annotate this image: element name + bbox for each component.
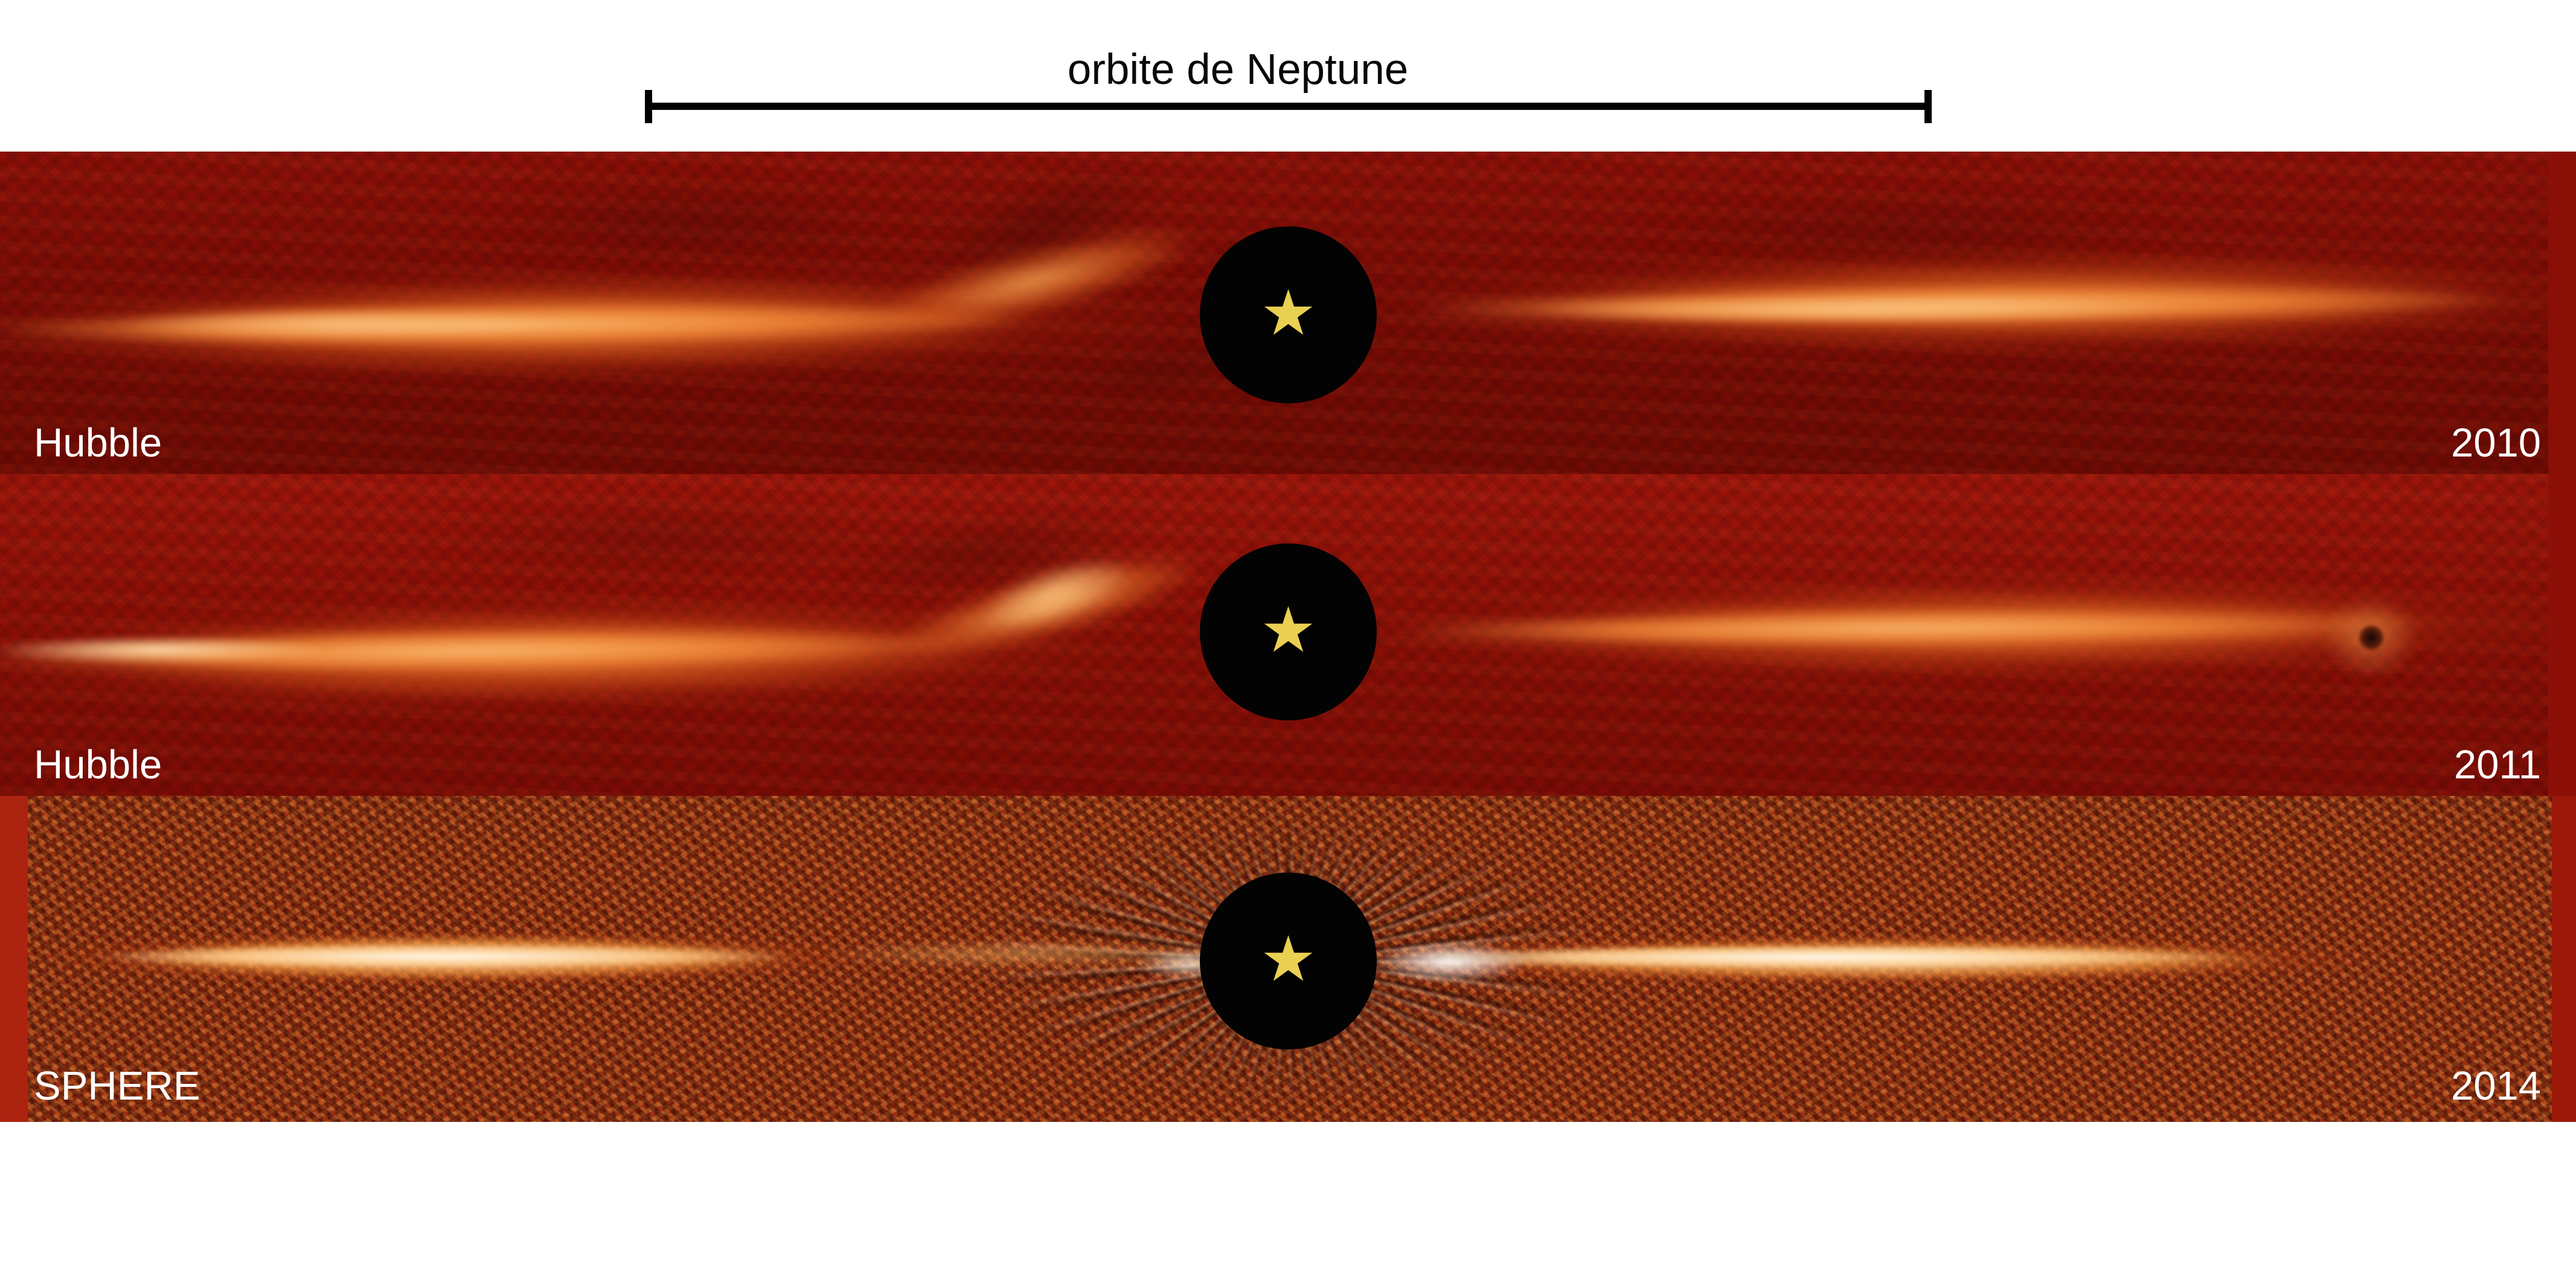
edge-strip: [2548, 152, 2576, 474]
disk-band-segment: [1389, 946, 2246, 969]
year-label: 2010: [2450, 420, 2541, 466]
edge-strip: [0, 796, 28, 1122]
disk-band-segment: [91, 944, 791, 969]
scalebar-label: orbite de Neptune: [1067, 46, 1409, 94]
coronagraph-mask: ★: [1200, 543, 1377, 720]
year-label: 2014: [2450, 1063, 2541, 1109]
scalebar-line: [645, 103, 1932, 110]
scalebar-tick-left: [645, 90, 652, 123]
panel-sphere-2014: ★ SPHERE 2014: [0, 796, 2576, 1122]
scalebar-tick-right: [1924, 90, 1932, 123]
edge-strip: [2548, 474, 2576, 796]
dark-feature: [1570, 188, 2234, 272]
disk-band-segment: [0, 636, 326, 664]
instrument-label: SPHERE: [34, 1063, 200, 1109]
dark-feature: [423, 176, 966, 266]
year-label: 2011: [2453, 742, 2541, 787]
instrument-label: Hubble: [34, 420, 162, 466]
star-icon: ★: [1260, 592, 1317, 667]
edge-strip: [2552, 796, 2576, 1122]
panel-hubble-2011: ★ Hubble 2011: [0, 474, 2576, 796]
dark-feature: [362, 492, 966, 583]
dark-spot-feature: [2353, 620, 2390, 655]
disk-band-segment: [115, 310, 574, 339]
panel-hubble-2010: ★ Hubble 2010: [0, 152, 2576, 474]
star-icon: ★: [1260, 921, 1317, 996]
coronagraph-mask: ★: [1200, 873, 1377, 1049]
instrument-label: Hubble: [34, 742, 162, 787]
disk-band-segment: [1522, 296, 2186, 323]
disk-band-segment: [1371, 941, 1528, 983]
star-icon: ★: [1260, 275, 1317, 350]
coronagraph-mask: ★: [1200, 226, 1377, 403]
